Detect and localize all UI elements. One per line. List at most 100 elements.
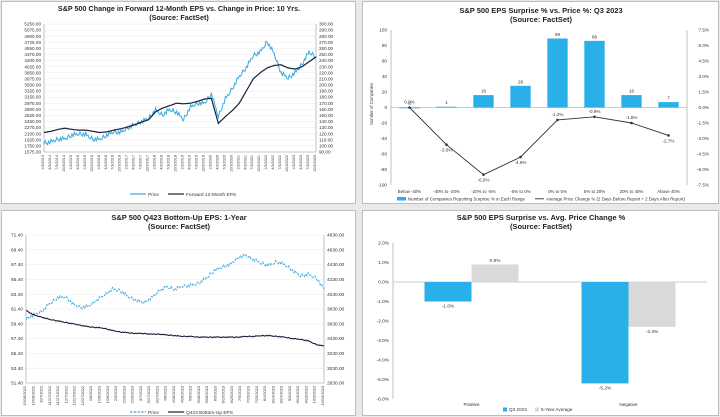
bar-5yr-avg-1 <box>628 282 676 327</box>
chart-title: S&P 500 EPS Surprise % vs. Price %: Q3 2… <box>459 6 622 15</box>
x-tick-label: 6/15/2023 <box>221 386 226 403</box>
y-left-tick-label: 2275.00 <box>24 125 41 130</box>
y-right-tick-label: 190.00 <box>319 89 333 94</box>
legend-swatch-companies <box>397 197 406 201</box>
x-tick-label: 4/3/2021 <box>243 155 247 170</box>
y-right-tick-label: 150.00 <box>319 113 333 118</box>
x-tick-label: 9/13/2023 <box>295 386 300 403</box>
y-tick-label: 2.0% <box>378 241 390 247</box>
bar-data-label: -5.2% <box>599 385 612 391</box>
x-category-label: Above 40% <box>657 189 680 194</box>
y-left-tick-label: 3325.00 <box>24 89 41 94</box>
chart-10yr-eps-vs-price: S&P 500 Change in Forward 12-Month EPS v… <box>24 4 333 198</box>
x-tick-label: 10/18/2022 <box>22 386 27 405</box>
y-left-tick-label: 1925.00 <box>24 137 41 142</box>
y-left-tick-label: 40 <box>382 74 388 79</box>
y-left-tick-label: 1575.00 <box>24 150 41 155</box>
x-category-label: 20% to 40% <box>620 189 644 194</box>
y-left-tick-label: 60 <box>382 59 388 64</box>
chart-panel-10yr-eps-vs-price: S&P 500 Change in Forward 12-Month EPS v… <box>1 1 356 204</box>
x-tick-label: 3/17/2023 <box>146 386 151 403</box>
y-tick-label: -3.0% <box>376 338 389 344</box>
chart-panel-q423-bottom-up-eps: S&P 500 Q423 Bottom-Up EPS: 1-Year (Sourc… <box>1 210 356 416</box>
point-avg-price-change-7 <box>667 134 670 137</box>
point-data-label: -2.7% <box>662 138 674 143</box>
y-left-tick-label: 51.40 <box>11 381 23 387</box>
y-right-tick-label: 7.5% <box>699 28 709 33</box>
x-tick-label: 4/6/2023 <box>163 386 168 401</box>
y-right-tick-label: 3430.00 <box>327 336 345 342</box>
bar-companies-2 <box>473 95 494 108</box>
x-tick-label: 10/3/2022 <box>285 155 289 172</box>
chart-panel-surprise-vs-price-q3: S&P 500 EPS Surprise % vs. Price %: Q3 2… <box>362 1 719 204</box>
y-right-tick-label: 110.00 <box>319 137 333 142</box>
y-right-tick-label: 270.00 <box>319 40 333 45</box>
x-tick-label: 7/3/2020 <box>222 155 226 170</box>
x-tick-label: 7/3/2017 <box>139 155 143 170</box>
y-left-tick-label: 67.40 <box>11 262 23 268</box>
y-left-tick-label: 4200.00 <box>24 58 41 63</box>
y-right-tick-label: 4030.00 <box>327 292 345 298</box>
x-category-label: -20% to -5% <box>471 189 495 194</box>
chart-subtitle: (Source: FactSet) <box>510 222 573 231</box>
point-avg-price-change-2 <box>482 173 485 176</box>
y-right-tick-label: 260.00 <box>319 46 333 51</box>
y-tick-label: -4.0% <box>376 358 389 364</box>
x-category-label: Negative <box>619 402 638 407</box>
y-right-tick-label: 230.00 <box>319 64 333 69</box>
y-right-tick-label: -7.5% <box>697 183 709 188</box>
y-left-tick-label: 61.40 <box>11 307 23 313</box>
x-tick-label: 12/17/2022 <box>72 386 77 405</box>
y-left-tick-label: -60 <box>380 152 387 157</box>
x-tick-label: 4/3/2017 <box>132 155 136 170</box>
y-right-tick-label: 280.00 <box>319 34 333 39</box>
y-left-tick-label: 2625.00 <box>24 113 41 118</box>
y-right-tick-label: 170.00 <box>319 101 333 106</box>
y-left-tick-label: 4025.00 <box>24 64 41 69</box>
y-tick-label: -5.0% <box>376 377 389 383</box>
chart-title: S&P 500 Change in Forward 12-Month EPS v… <box>58 4 300 13</box>
y-left-tick-label: -20 <box>380 121 387 126</box>
y-right-tick-label: 180.00 <box>319 95 333 100</box>
y-left-tick-label: 4725.00 <box>24 40 41 45</box>
bar-data-label: 7 <box>667 96 670 101</box>
x-tick-label: 10/3/2016 <box>118 155 122 172</box>
bar-data-label: -2.3% <box>646 329 659 335</box>
legend-label-5yr-avg: 5-Year Average <box>541 407 573 412</box>
legend-label-forward-eps: Forward 12-Month EPS <box>186 192 236 198</box>
x-tick-label: 12/7/2022 <box>63 386 68 403</box>
bar-data-label: 0 <box>408 101 411 106</box>
y-left-tick-label: 20 <box>382 90 388 95</box>
bar-5yr-avg-0 <box>471 264 519 282</box>
bar-companies-7 <box>658 102 679 108</box>
x-tick-label: 10/3/2020 <box>229 155 233 172</box>
x-category-label: 0% to 5% <box>548 189 567 194</box>
y-left-tick-label: 3850.00 <box>24 70 41 75</box>
point-data-label: -6.5% <box>477 178 489 183</box>
x-tick-label: 8/24/2023 <box>279 386 284 403</box>
x-tick-label: 7/3/2016 <box>111 155 115 170</box>
y-left-tick-label: -40 <box>380 136 387 141</box>
chart-title: S&P 500 EPS Surprise vs. Avg. Price Chan… <box>457 213 626 222</box>
y-right-tick-label: 100.00 <box>319 144 333 149</box>
legend-label-price: Price <box>148 192 159 198</box>
series-line-price <box>25 253 325 320</box>
x-tick-label: 1/3/2014 <box>41 155 45 170</box>
chart-surprise-vs-price-q3: S&P 500 EPS Surprise % vs. Price %: Q3 2… <box>369 6 709 202</box>
x-tick-label: 7/3/2022 <box>278 155 282 170</box>
y-right-tick-label: 130.00 <box>319 125 333 130</box>
series-line-price <box>43 40 317 146</box>
x-tick-label: 1/3/2019 <box>180 155 184 170</box>
x-tick-label: 3/7/2023 <box>138 386 143 401</box>
bar-data-label: 89 <box>555 32 561 37</box>
y-right-tick-label: 4.5% <box>699 59 709 64</box>
y-left-tick-label: 2100.00 <box>24 131 41 136</box>
y-left-tick-label: 63.40 <box>11 292 23 298</box>
x-tick-label: 6/25/2023 <box>229 386 234 403</box>
x-tick-label: 1/3/2017 <box>125 155 129 170</box>
y-left-tick-label: -100 <box>378 183 388 188</box>
chart-title: S&P 500 Q423 Bottom-Up EPS: 1-Year <box>111 213 246 222</box>
y-left-tick-label: 1750.00 <box>24 144 41 149</box>
y-left-tick-label: 100 <box>379 28 387 33</box>
y-right-tick-label: 90.00 <box>319 150 331 155</box>
